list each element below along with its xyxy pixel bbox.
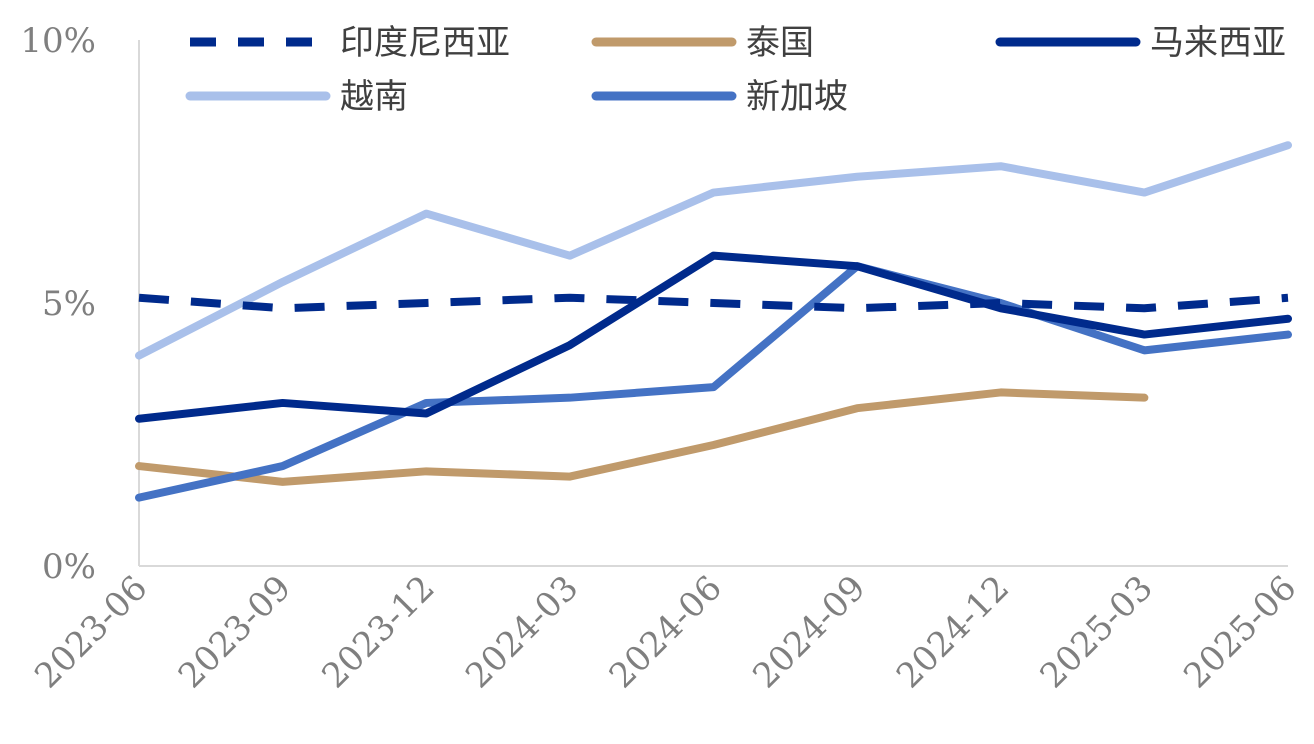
legend-item: 印度尼西亚	[190, 23, 510, 63]
legend-item: 泰国	[591, 23, 814, 63]
x-tick-label: 2024-06	[602, 568, 730, 696]
x-tick-labels: 2023-06 2023-09 2023-12 2024-03 2024-06 2024-…	[27, 568, 1304, 696]
legend-item: 新加坡	[591, 77, 848, 117]
x-tick-label: 2023-06	[27, 568, 155, 696]
series-line-2	[135, 251, 1292, 423]
series-line-1	[135, 388, 1149, 486]
y-tick-label: 5%	[42, 284, 96, 324]
legend-item: 越南	[185, 77, 408, 117]
x-tick-label: 2025-03	[1033, 568, 1161, 696]
x-tick-label: 2024-12	[889, 568, 1017, 696]
y-tick-label: 10%	[20, 21, 96, 61]
series-line-3	[135, 141, 1292, 360]
legend-item: 马来西亚	[995, 23, 1286, 63]
x-tick-label: 2025-06	[1176, 568, 1304, 696]
series-line-4	[135, 262, 1292, 502]
legend-label: 印度尼西亚	[340, 23, 510, 63]
legend-label: 新加坡	[746, 77, 848, 117]
legend-label: 马来西亚	[1150, 23, 1286, 63]
y-tick-label: 0%	[42, 547, 96, 587]
x-tick-label: 2023-12	[314, 568, 442, 696]
series-line-0	[138, 293, 1289, 313]
x-tick-label: 2024-03	[458, 568, 586, 696]
x-tick-label: 2024-09	[745, 568, 873, 696]
series-layer	[135, 141, 1292, 502]
x-tick-label: 2023-09	[171, 568, 299, 696]
legend-label: 泰国	[746, 23, 814, 63]
legend-label: 越南	[340, 77, 408, 117]
y-tick-labels: 0% 5% 10%	[20, 21, 96, 587]
